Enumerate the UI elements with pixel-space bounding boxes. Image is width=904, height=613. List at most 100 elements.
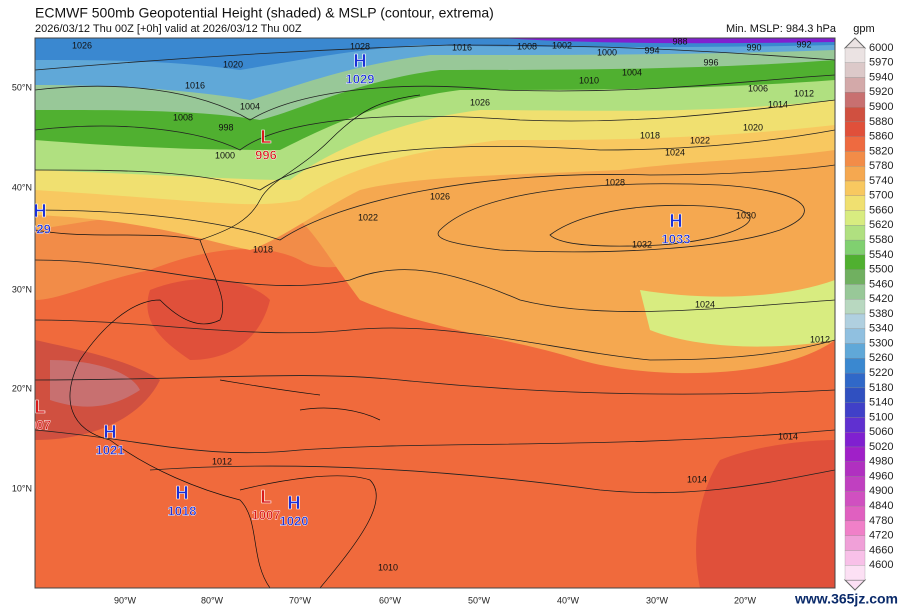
colorbar-swatch xyxy=(844,535,866,551)
colorbar-label: 5740 xyxy=(869,175,893,187)
colorbar-swatch xyxy=(844,239,866,256)
colorbar-label: 5580 xyxy=(869,234,893,246)
extremum-pressure: 029 xyxy=(29,221,51,236)
colorbar-label: 5540 xyxy=(869,249,893,261)
colorbar-swatch xyxy=(844,121,866,137)
map-subtitle: 2026/03/12 Thu 00Z [+0h] valid at 2026/0… xyxy=(35,23,302,35)
colorbar-label: 5940 xyxy=(869,71,893,83)
extremum-symbol: L xyxy=(261,487,272,507)
contour-label: 1008 xyxy=(173,112,193,122)
colorbar-swatch xyxy=(844,166,866,182)
latitude-label: 30°N xyxy=(12,284,32,294)
colorbar-label: 6000 xyxy=(869,42,893,54)
longitude-label: 50°W xyxy=(468,595,491,605)
colorbar-swatch xyxy=(844,402,866,418)
colorbar-swatch xyxy=(844,446,866,462)
longitude-label: 30°W xyxy=(646,595,669,605)
contour-label: 1010 xyxy=(378,562,398,572)
contour-label: 998 xyxy=(218,122,233,132)
map-title: ECMWF 500mb Geopotential Height (shaded)… xyxy=(35,5,494,21)
contour-labels: 1026 1020 1016 1008 1004 1000 998 1028 1016 1008 1… xyxy=(72,36,830,572)
colorbar-swatch xyxy=(844,225,866,241)
extremum-symbol: H xyxy=(288,493,301,513)
colorbar-swatch xyxy=(844,505,866,522)
extremum-symbol: H xyxy=(176,483,189,503)
contour-label: 1024 xyxy=(665,147,685,157)
extremum-symbol: L xyxy=(35,397,46,417)
longitude-label: 20°W xyxy=(734,595,757,605)
extremum-symbol: H xyxy=(670,211,683,231)
extremum-symbol: H xyxy=(354,51,367,71)
colorbar-label: 5880 xyxy=(869,116,893,128)
contour-label: 1008 xyxy=(517,41,537,51)
contour-label: 1004 xyxy=(622,67,642,77)
colorbar-swatch xyxy=(844,387,866,403)
longitude-label: 60°W xyxy=(379,595,402,605)
extremum-pressure: 996 xyxy=(255,147,277,162)
contour-label: 1000 xyxy=(215,150,235,160)
contour-label: 990 xyxy=(746,42,761,52)
colorbar-swatch xyxy=(844,47,866,63)
contour-label: 1012 xyxy=(212,456,232,466)
contour-label: 1018 xyxy=(253,244,273,254)
colorbar-label: 4600 xyxy=(869,559,893,571)
colorbar-label: 5460 xyxy=(869,278,893,290)
contour-label: 1012 xyxy=(794,88,814,98)
colorbar-swatch xyxy=(844,565,866,581)
contour-label: 1016 xyxy=(452,42,472,52)
contour-label: 996 xyxy=(703,57,718,67)
colorbar-swatch xyxy=(844,284,866,300)
contour-label: 1020 xyxy=(743,122,763,132)
extremum-symbol: H xyxy=(104,422,117,442)
contour-label: 1030 xyxy=(736,210,756,220)
extremum-pressure: 1029 xyxy=(346,71,375,86)
colorbar-swatch xyxy=(844,313,866,329)
colorbar-swatch xyxy=(844,269,866,285)
colorbar-label: 5060 xyxy=(869,426,893,438)
colorbar-swatch xyxy=(844,520,866,536)
contour-label: 992 xyxy=(796,39,811,49)
colorbar-label: 5620 xyxy=(869,219,893,231)
contour-label: 1022 xyxy=(358,212,378,222)
shaded-field xyxy=(35,38,835,588)
contour-label: 1004 xyxy=(240,101,260,111)
contour-label: 1022 xyxy=(690,135,710,145)
contour-label: 988 xyxy=(672,36,687,46)
colorbar-swatch xyxy=(844,92,866,108)
colorbar-label: 5220 xyxy=(869,367,893,379)
extremum-pressure: 1018 xyxy=(168,503,197,518)
contour-label: 1014 xyxy=(687,474,707,484)
extremum-symbol: H xyxy=(34,201,47,221)
colorbar-label: 4980 xyxy=(869,456,893,468)
latitude-label: 20°N xyxy=(12,383,32,393)
longitude-label: 80°W xyxy=(201,595,224,605)
colorbar-label: 5140 xyxy=(869,397,893,409)
colorbar-swatch xyxy=(844,62,866,78)
extremum-pressure: 1021 xyxy=(96,442,125,457)
colorbar-swatch xyxy=(844,432,866,448)
contour-label: 1020 xyxy=(223,59,243,69)
contour-label: 1010 xyxy=(579,75,599,85)
colorbar-label: 5100 xyxy=(869,411,893,423)
latitude-label: 40°N xyxy=(12,182,32,192)
colorbar-label: 5700 xyxy=(869,190,893,202)
contour-label: 1032 xyxy=(632,239,652,249)
colorbar-tip xyxy=(843,579,867,591)
colorbar-label: 5300 xyxy=(869,337,893,349)
colorbar-swatch xyxy=(844,195,866,211)
colorbar-label: 4720 xyxy=(869,530,893,542)
coastlines xyxy=(35,94,421,588)
colorbar-unit: gpm xyxy=(853,23,874,35)
contour-label: 1014 xyxy=(768,99,788,109)
colorbar-label: 4780 xyxy=(869,515,893,527)
colorbar-label: 5420 xyxy=(869,293,893,305)
map-frame xyxy=(34,37,836,589)
colorbar-swatch xyxy=(844,461,866,477)
colorbar-swatch xyxy=(844,106,866,123)
colorbar-label: 5970 xyxy=(869,57,893,69)
colorbar-label: 5860 xyxy=(869,131,893,143)
colorbar-label: 5180 xyxy=(869,382,893,394)
colorbar-swatch xyxy=(844,476,866,492)
